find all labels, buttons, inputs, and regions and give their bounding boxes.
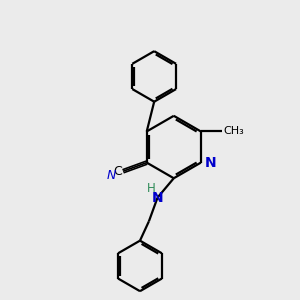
Text: N: N bbox=[204, 156, 216, 170]
Text: C: C bbox=[113, 165, 122, 178]
Text: CH₃: CH₃ bbox=[223, 126, 244, 136]
Text: H: H bbox=[146, 182, 155, 195]
Text: N: N bbox=[152, 190, 164, 205]
Text: N: N bbox=[107, 169, 116, 182]
